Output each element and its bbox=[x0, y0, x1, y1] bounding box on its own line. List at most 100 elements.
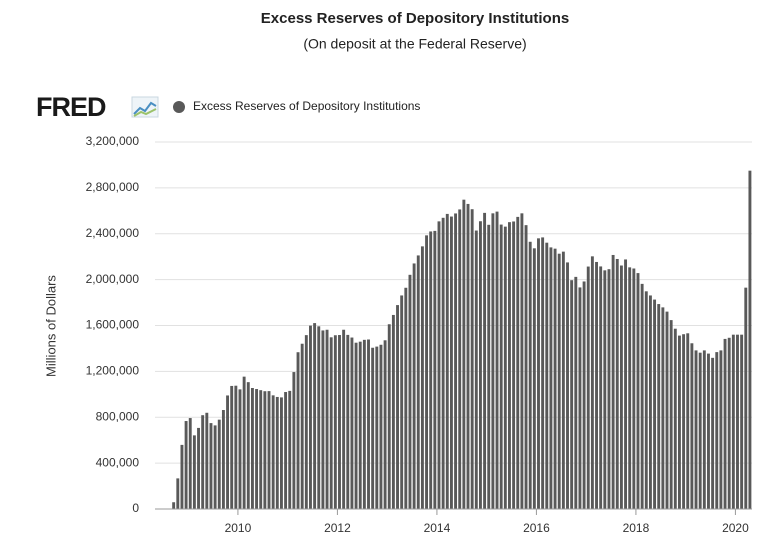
bar bbox=[275, 396, 279, 509]
bar bbox=[391, 314, 395, 509]
logo-icon bbox=[131, 96, 159, 118]
bar bbox=[723, 338, 727, 509]
y-tick-label: 0 bbox=[132, 501, 139, 515]
bar bbox=[205, 412, 209, 509]
bar bbox=[740, 334, 744, 509]
chart-title: Excess Reserves of Depository Institutio… bbox=[261, 10, 569, 27]
legend-label: Excess Reserves of Depository Institutio… bbox=[193, 99, 420, 113]
x-tick-label: 2012 bbox=[324, 521, 351, 535]
bar bbox=[682, 334, 686, 509]
bar bbox=[238, 389, 242, 509]
bar bbox=[400, 295, 404, 509]
bar bbox=[342, 329, 346, 509]
bar bbox=[731, 334, 735, 509]
bar bbox=[445, 213, 449, 509]
bar bbox=[329, 337, 333, 509]
bar bbox=[561, 251, 565, 510]
bar bbox=[441, 217, 445, 509]
bar bbox=[288, 390, 292, 509]
bar bbox=[267, 391, 271, 509]
x-tick-label: 2016 bbox=[523, 521, 550, 535]
y-tick-label: 2,800,000 bbox=[86, 180, 140, 194]
x-tick-label: 2010 bbox=[225, 521, 252, 535]
chart-subtitle: (On deposit at the Federal Reserve) bbox=[303, 36, 526, 52]
bar bbox=[449, 216, 453, 509]
bar bbox=[491, 213, 495, 509]
bar bbox=[661, 307, 665, 509]
bar bbox=[176, 478, 180, 509]
bar bbox=[209, 423, 213, 509]
bar bbox=[466, 203, 470, 509]
bar bbox=[503, 226, 507, 509]
bar bbox=[292, 372, 296, 509]
bar bbox=[607, 269, 611, 509]
bar bbox=[437, 221, 441, 509]
bar bbox=[433, 230, 437, 509]
bar bbox=[516, 216, 520, 509]
bar bbox=[338, 335, 341, 509]
bar bbox=[383, 340, 387, 509]
bar bbox=[425, 235, 429, 509]
bar bbox=[325, 329, 329, 509]
bar bbox=[677, 335, 681, 509]
bar bbox=[387, 324, 391, 509]
bar bbox=[371, 347, 375, 509]
bar bbox=[736, 334, 739, 509]
y-tick-label: 2,000,000 bbox=[86, 272, 140, 286]
bar bbox=[470, 209, 474, 509]
bar bbox=[611, 254, 615, 509]
bar bbox=[624, 259, 628, 509]
bar bbox=[408, 274, 412, 509]
bar bbox=[234, 385, 238, 509]
bar bbox=[541, 237, 545, 510]
bar bbox=[271, 395, 275, 509]
bar bbox=[748, 170, 752, 509]
bar bbox=[309, 325, 312, 509]
bar bbox=[420, 246, 424, 509]
bar bbox=[640, 283, 644, 509]
bar bbox=[570, 280, 574, 509]
bar bbox=[595, 261, 598, 509]
y-tick-label: 400,000 bbox=[96, 455, 140, 469]
bar bbox=[255, 389, 259, 509]
bar bbox=[644, 291, 648, 509]
bar bbox=[284, 392, 288, 509]
bar bbox=[707, 353, 710, 509]
bar bbox=[412, 263, 416, 509]
x-tick-label: 2018 bbox=[623, 521, 650, 535]
bar bbox=[582, 281, 586, 509]
bar bbox=[478, 221, 482, 509]
bar bbox=[263, 391, 267, 509]
bar bbox=[217, 419, 221, 509]
bar bbox=[279, 397, 283, 509]
bar bbox=[458, 209, 462, 509]
bar bbox=[512, 221, 516, 509]
y-tick-label: 3,200,000 bbox=[86, 134, 140, 148]
bar bbox=[483, 212, 487, 509]
bar bbox=[528, 241, 532, 509]
bar bbox=[474, 230, 478, 509]
bar bbox=[727, 337, 731, 509]
bar bbox=[657, 304, 661, 509]
bar bbox=[532, 248, 536, 509]
bar bbox=[715, 352, 719, 509]
bar bbox=[172, 502, 176, 509]
bar bbox=[619, 265, 623, 509]
y-tick-label: 2,400,000 bbox=[86, 226, 140, 240]
bar bbox=[454, 213, 458, 509]
y-axis-label: Millions of Dollars bbox=[43, 275, 58, 377]
bar bbox=[313, 323, 317, 509]
bar bbox=[192, 435, 196, 509]
bar bbox=[636, 273, 640, 509]
bar bbox=[375, 346, 379, 509]
bar bbox=[628, 267, 632, 509]
bar bbox=[188, 418, 192, 509]
bar bbox=[545, 242, 549, 509]
bar bbox=[350, 337, 354, 509]
bar bbox=[553, 248, 557, 510]
bar bbox=[744, 287, 748, 509]
y-tick-label: 1,200,000 bbox=[86, 364, 140, 378]
bar bbox=[702, 350, 706, 509]
